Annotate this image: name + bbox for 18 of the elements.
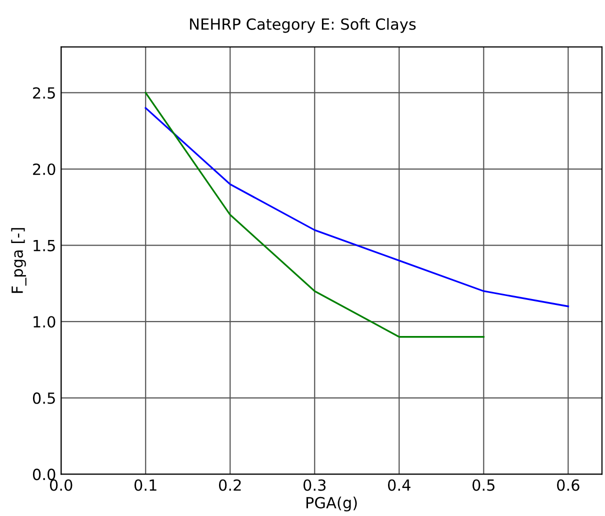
chart-title: NEHRP Category E: Soft Clays <box>190 18 416 33</box>
x-tick-label: 0.2 <box>218 479 241 491</box>
y-tick-label: 0.0 <box>32 468 56 480</box>
x-tick-label: 0.3 <box>303 479 326 491</box>
line-series <box>144 92 484 338</box>
x-tick-label: 0.4 <box>388 479 410 491</box>
x-tick-label: 0.6 <box>557 479 580 491</box>
y-tick-label: 1.0 <box>34 316 56 328</box>
x-tick-label: 0.5 <box>472 479 494 491</box>
y-tick-label: 2.0 <box>33 163 56 176</box>
line-series <box>144 107 570 308</box>
x-tick-label: 0.1 <box>134 479 156 491</box>
y-tick-label: 2.5 <box>33 87 55 99</box>
x-axis-title: PGA(g) <box>306 496 357 512</box>
y-tick-label: 1.5 <box>34 240 55 252</box>
y-tick-label: 0.5 <box>32 392 55 404</box>
x-tick-label: 0.0 <box>50 479 72 491</box>
y-axis-title: F_pga [-] <box>11 228 26 293</box>
